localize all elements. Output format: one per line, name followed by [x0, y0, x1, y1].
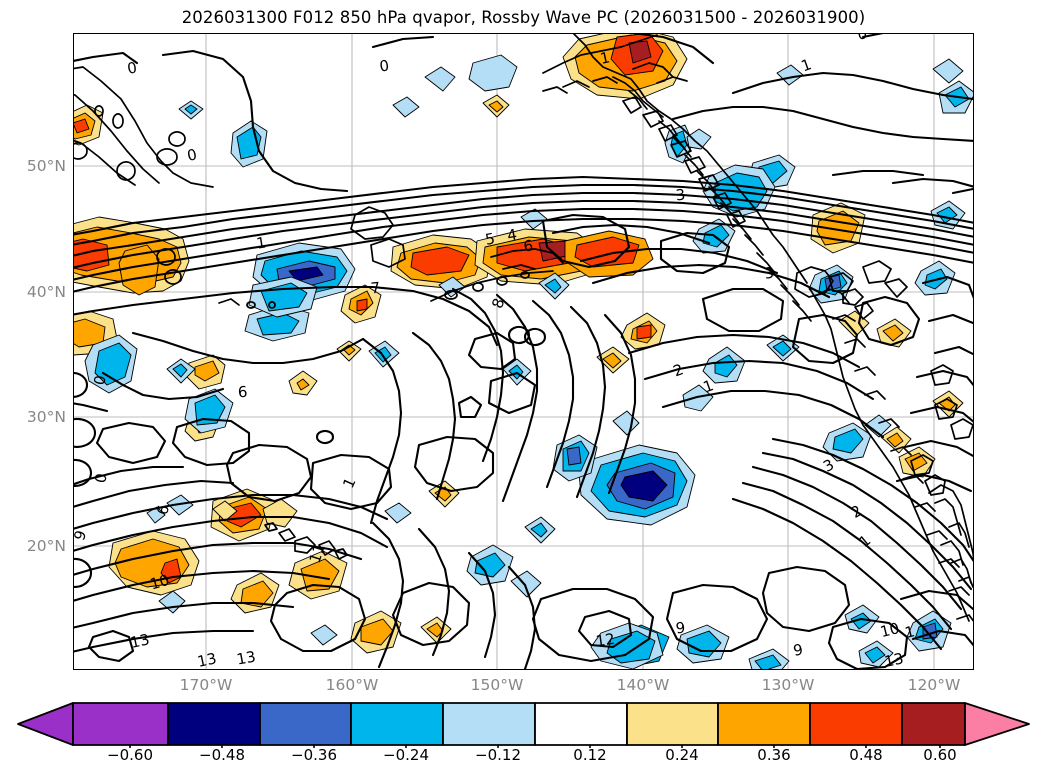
colorbar-tick-7: 0.36: [757, 746, 791, 764]
colorbar-over-arrow: [964, 702, 1030, 746]
contour-labels: 0 0 1 0 1 0 3 1 5 4 6 7 8 3 0 6 0: [73, 33, 917, 670]
colorbar-tick-3: −0.24: [383, 746, 429, 764]
svg-text:9: 9: [675, 619, 686, 638]
colorbar-tick-5: 0.12: [573, 746, 607, 764]
svg-text:6: 6: [237, 383, 248, 402]
svg-text:9: 9: [792, 640, 805, 659]
svg-text:2: 2: [671, 360, 686, 380]
coastlines: [73, 33, 974, 624]
lon-label-140w: 140°W: [616, 676, 670, 694]
lat-label-40n: 40°N: [26, 283, 66, 301]
colorbar-band-5: [534, 702, 628, 746]
lat-label-20n: 20°N: [26, 537, 66, 555]
svg-text:0: 0: [185, 145, 198, 165]
lon-label-130w: 130°W: [761, 676, 815, 694]
svg-text:5: 5: [484, 229, 497, 248]
svg-text:13: 13: [129, 630, 151, 652]
colorbar-band-9: [901, 702, 966, 746]
colorbar-tick-2: −0.36: [291, 746, 337, 764]
colorbar-band-6: [626, 702, 719, 746]
lon-label-170w: 170°W: [179, 676, 233, 694]
svg-text:10: 10: [148, 571, 171, 594]
svg-text:0: 0: [378, 56, 390, 75]
colorbar-tick-4: −0.12: [475, 746, 521, 764]
lon-label-120w: 120°W: [907, 676, 961, 694]
colorbar-tick-1: −0.48: [199, 746, 245, 764]
colorbar-tick-9: 0.60: [923, 746, 957, 764]
svg-text:2: 2: [848, 501, 865, 521]
lat-label-30n: 30°N: [26, 408, 66, 426]
svg-text:10: 10: [878, 619, 901, 641]
svg-text:13: 13: [196, 649, 218, 670]
svg-text:1: 1: [255, 233, 267, 252]
svg-text:4: 4: [506, 225, 519, 244]
colorbar-band-8: [809, 702, 903, 746]
svg-text:1: 1: [339, 475, 359, 491]
colorbar-tick-8: 0.48: [849, 746, 883, 764]
svg-text:3: 3: [675, 186, 686, 205]
colorbar-band-1: [167, 702, 261, 746]
colorbar-tick-6: 0.24: [665, 746, 699, 764]
map-canvas: 0 0 1 0 1 0 3 1 5 4 6 7 8 3 0 6 0: [73, 33, 974, 670]
colorbar-band-7: [717, 702, 811, 746]
colorbar-tick-0: −0.60: [107, 746, 153, 764]
colorbar-swatches: [17, 702, 1030, 748]
svg-text:8: 8: [488, 296, 508, 311]
svg-text:1: 1: [903, 622, 917, 642]
svg-text:6: 6: [153, 503, 173, 516]
lon-label-150w: 150°W: [470, 676, 524, 694]
colorbar-band-4: [442, 702, 536, 746]
svg-text:11: 11: [306, 542, 329, 566]
colorbar[interactable]: −0.60 −0.48 −0.36 −0.24 −0.12 0.12 0.24 …: [0, 700, 1047, 765]
svg-text:12: 12: [595, 630, 616, 650]
svg-text:0: 0: [856, 33, 868, 44]
map-plot-area[interactable]: 0 0 1 0 1 0 3 1 5 4 6 7 8 3 0 6 0: [73, 33, 974, 670]
colorbar-under-arrow: [17, 702, 74, 746]
svg-text:0: 0: [90, 374, 109, 387]
lat-label-50n: 50°N: [26, 157, 66, 175]
colorbar-band-0: [72, 702, 169, 746]
svg-text:13: 13: [235, 648, 257, 669]
contour-lines: [73, 33, 974, 670]
svg-text:1: 1: [799, 55, 814, 75]
svg-text:6: 6: [522, 236, 534, 255]
svg-text:3: 3: [763, 263, 776, 282]
svg-text:1: 1: [855, 531, 874, 551]
svg-text:1: 1: [598, 48, 611, 68]
svg-text:9: 9: [73, 528, 90, 543]
svg-text:0: 0: [91, 472, 110, 485]
colorbar-band-3: [350, 702, 444, 746]
svg-text:0: 0: [126, 58, 139, 77]
colorbar-band-2: [259, 702, 352, 746]
lon-label-160w: 160°W: [325, 676, 379, 694]
page-title: 2026031300 F012 850 hPa qvapor, Rossby W…: [181, 8, 866, 27]
colorbar-ticks: [129, 745, 941, 748]
svg-text:13: 13: [883, 649, 905, 670]
svg-text:7: 7: [370, 279, 381, 298]
